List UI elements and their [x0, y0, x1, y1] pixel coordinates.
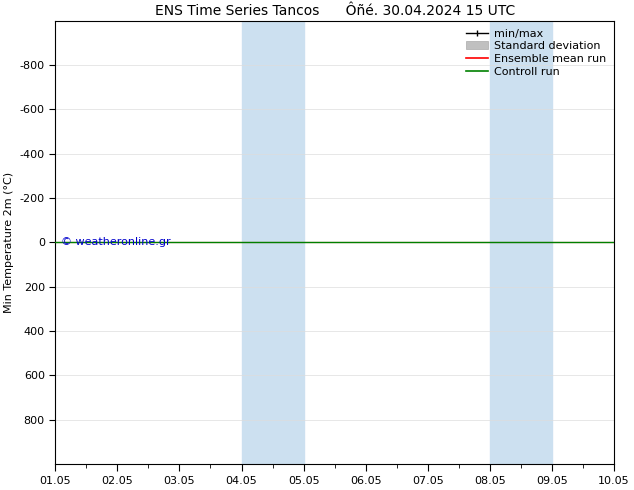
- Y-axis label: Min Temperature 2m (°C): Min Temperature 2m (°C): [4, 172, 14, 313]
- Bar: [242, 21, 304, 464]
- Bar: [490, 21, 552, 464]
- Title: ENS Time Series Tancos      Ôñé. 30.04.2024 15 UTC: ENS Time Series Tancos Ôñé. 30.04.2024 1…: [155, 4, 515, 18]
- Text: © weatheronline.gr: © weatheronline.gr: [61, 237, 171, 247]
- Legend: min/max, Standard deviation, Ensemble mean run, Controll run: min/max, Standard deviation, Ensemble me…: [464, 26, 609, 79]
